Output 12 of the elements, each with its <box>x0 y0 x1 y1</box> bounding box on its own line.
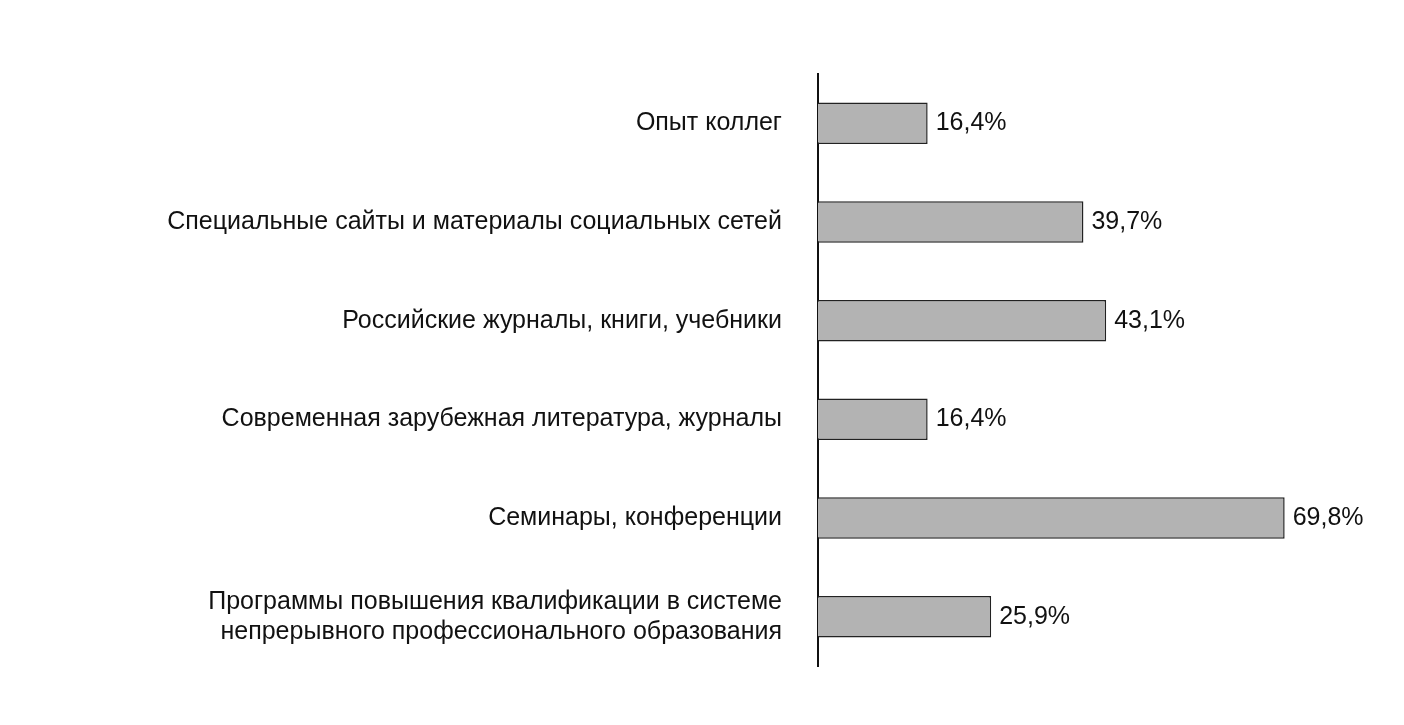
y-tick-label: Опыт коллег <box>635 107 782 136</box>
data-label: 25,9% <box>999 600 1071 629</box>
data-label: 39,7% <box>1091 205 1163 234</box>
y-tick-label: Российские журналы, книги, учебники <box>342 304 782 333</box>
data-label: 43,1% <box>1114 304 1186 333</box>
y-tick-label: Специальные сайты и материалы социальных сетей <box>167 205 782 234</box>
y-tick-label: Современная зарубежная литература, журналы <box>221 403 782 432</box>
y-tick-label: Программы повышения квалификации в системе непрерывного профессионального образования <box>208 585 782 644</box>
data-label: 16,4% <box>935 107 1007 136</box>
y-tick-label: Семинары, конференции <box>488 501 782 530</box>
data-label: 69,8% <box>1292 501 1364 530</box>
data-label: 16,4% <box>935 403 1007 432</box>
